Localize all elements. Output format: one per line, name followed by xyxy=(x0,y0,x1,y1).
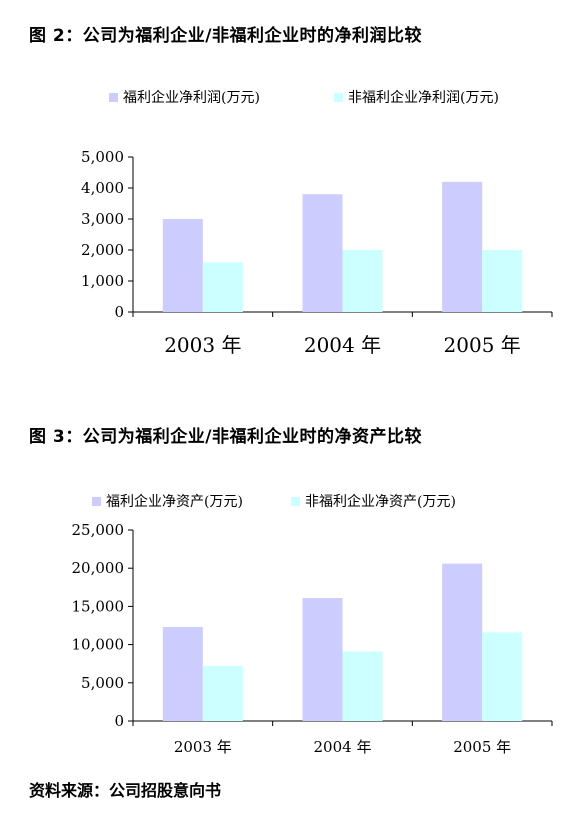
y-tick-label: 25,000 xyxy=(72,521,125,539)
net-profit-bar-chart: 福利企业净利润(万元) 非福利企业净利润(万元) 0 1,000 2,000 3,000 4… xyxy=(81,89,553,357)
legend-label: 非福利企业净利润(万元) xyxy=(348,89,499,106)
legend-swatch xyxy=(291,497,300,506)
x-tick-label: 2005 年 xyxy=(444,333,521,357)
x-tick-label: 2003 年 xyxy=(164,333,241,357)
figure-2-title: 图 2：公司为福利企业/非福利企业时的净利润比较 xyxy=(29,26,422,46)
bar xyxy=(202,262,243,312)
bar xyxy=(202,665,243,721)
bar xyxy=(342,250,383,312)
legend-label: 福利企业净资产(万元) xyxy=(106,493,243,510)
x-tick-label: 2004 年 xyxy=(304,333,381,357)
y-tick-label: 4,000 xyxy=(81,179,124,197)
x-tick-label: 2005 年 xyxy=(453,738,511,756)
bar xyxy=(162,627,203,721)
y-tick-label: 15,000 xyxy=(72,597,125,615)
bar xyxy=(342,651,383,721)
source-note: 资料来源：公司招股意向书 xyxy=(29,781,222,800)
bar xyxy=(482,632,523,721)
legend-swatch xyxy=(109,93,118,102)
y-tick-label: 10,000 xyxy=(72,636,125,654)
bar xyxy=(442,181,483,312)
y-tick-label: 1,000 xyxy=(81,272,124,290)
legend-swatch xyxy=(92,497,101,506)
y-tick-label: 5,000 xyxy=(81,148,124,166)
x-tick-label: 2004 年 xyxy=(314,738,372,756)
bar xyxy=(482,250,523,312)
y-tick-label: 0 xyxy=(114,712,124,730)
x-tick-label: 2003 年 xyxy=(174,738,232,756)
bar xyxy=(442,563,483,721)
net-assets-bar-chart: 福利企业净资产(万元) 非福利企业净资产(万元) 0 5,000 10,000 15,00… xyxy=(72,493,553,756)
y-tick-label: 2,000 xyxy=(81,241,124,259)
bar xyxy=(302,597,343,721)
y-tick-label: 3,000 xyxy=(81,210,124,228)
y-tick-label: 20,000 xyxy=(72,559,125,577)
bar xyxy=(162,219,203,312)
legend-label: 福利企业净利润(万元) xyxy=(123,89,260,106)
bar xyxy=(302,194,343,312)
y-tick-label: 5,000 xyxy=(81,674,124,692)
y-tick-label: 0 xyxy=(114,303,124,321)
figure-3-title: 图 3：公司为福利企业/非福利企业时的净资产比较 xyxy=(29,427,422,447)
legend-label: 非福利企业净资产(万元) xyxy=(305,493,456,510)
legend-swatch xyxy=(334,93,343,102)
